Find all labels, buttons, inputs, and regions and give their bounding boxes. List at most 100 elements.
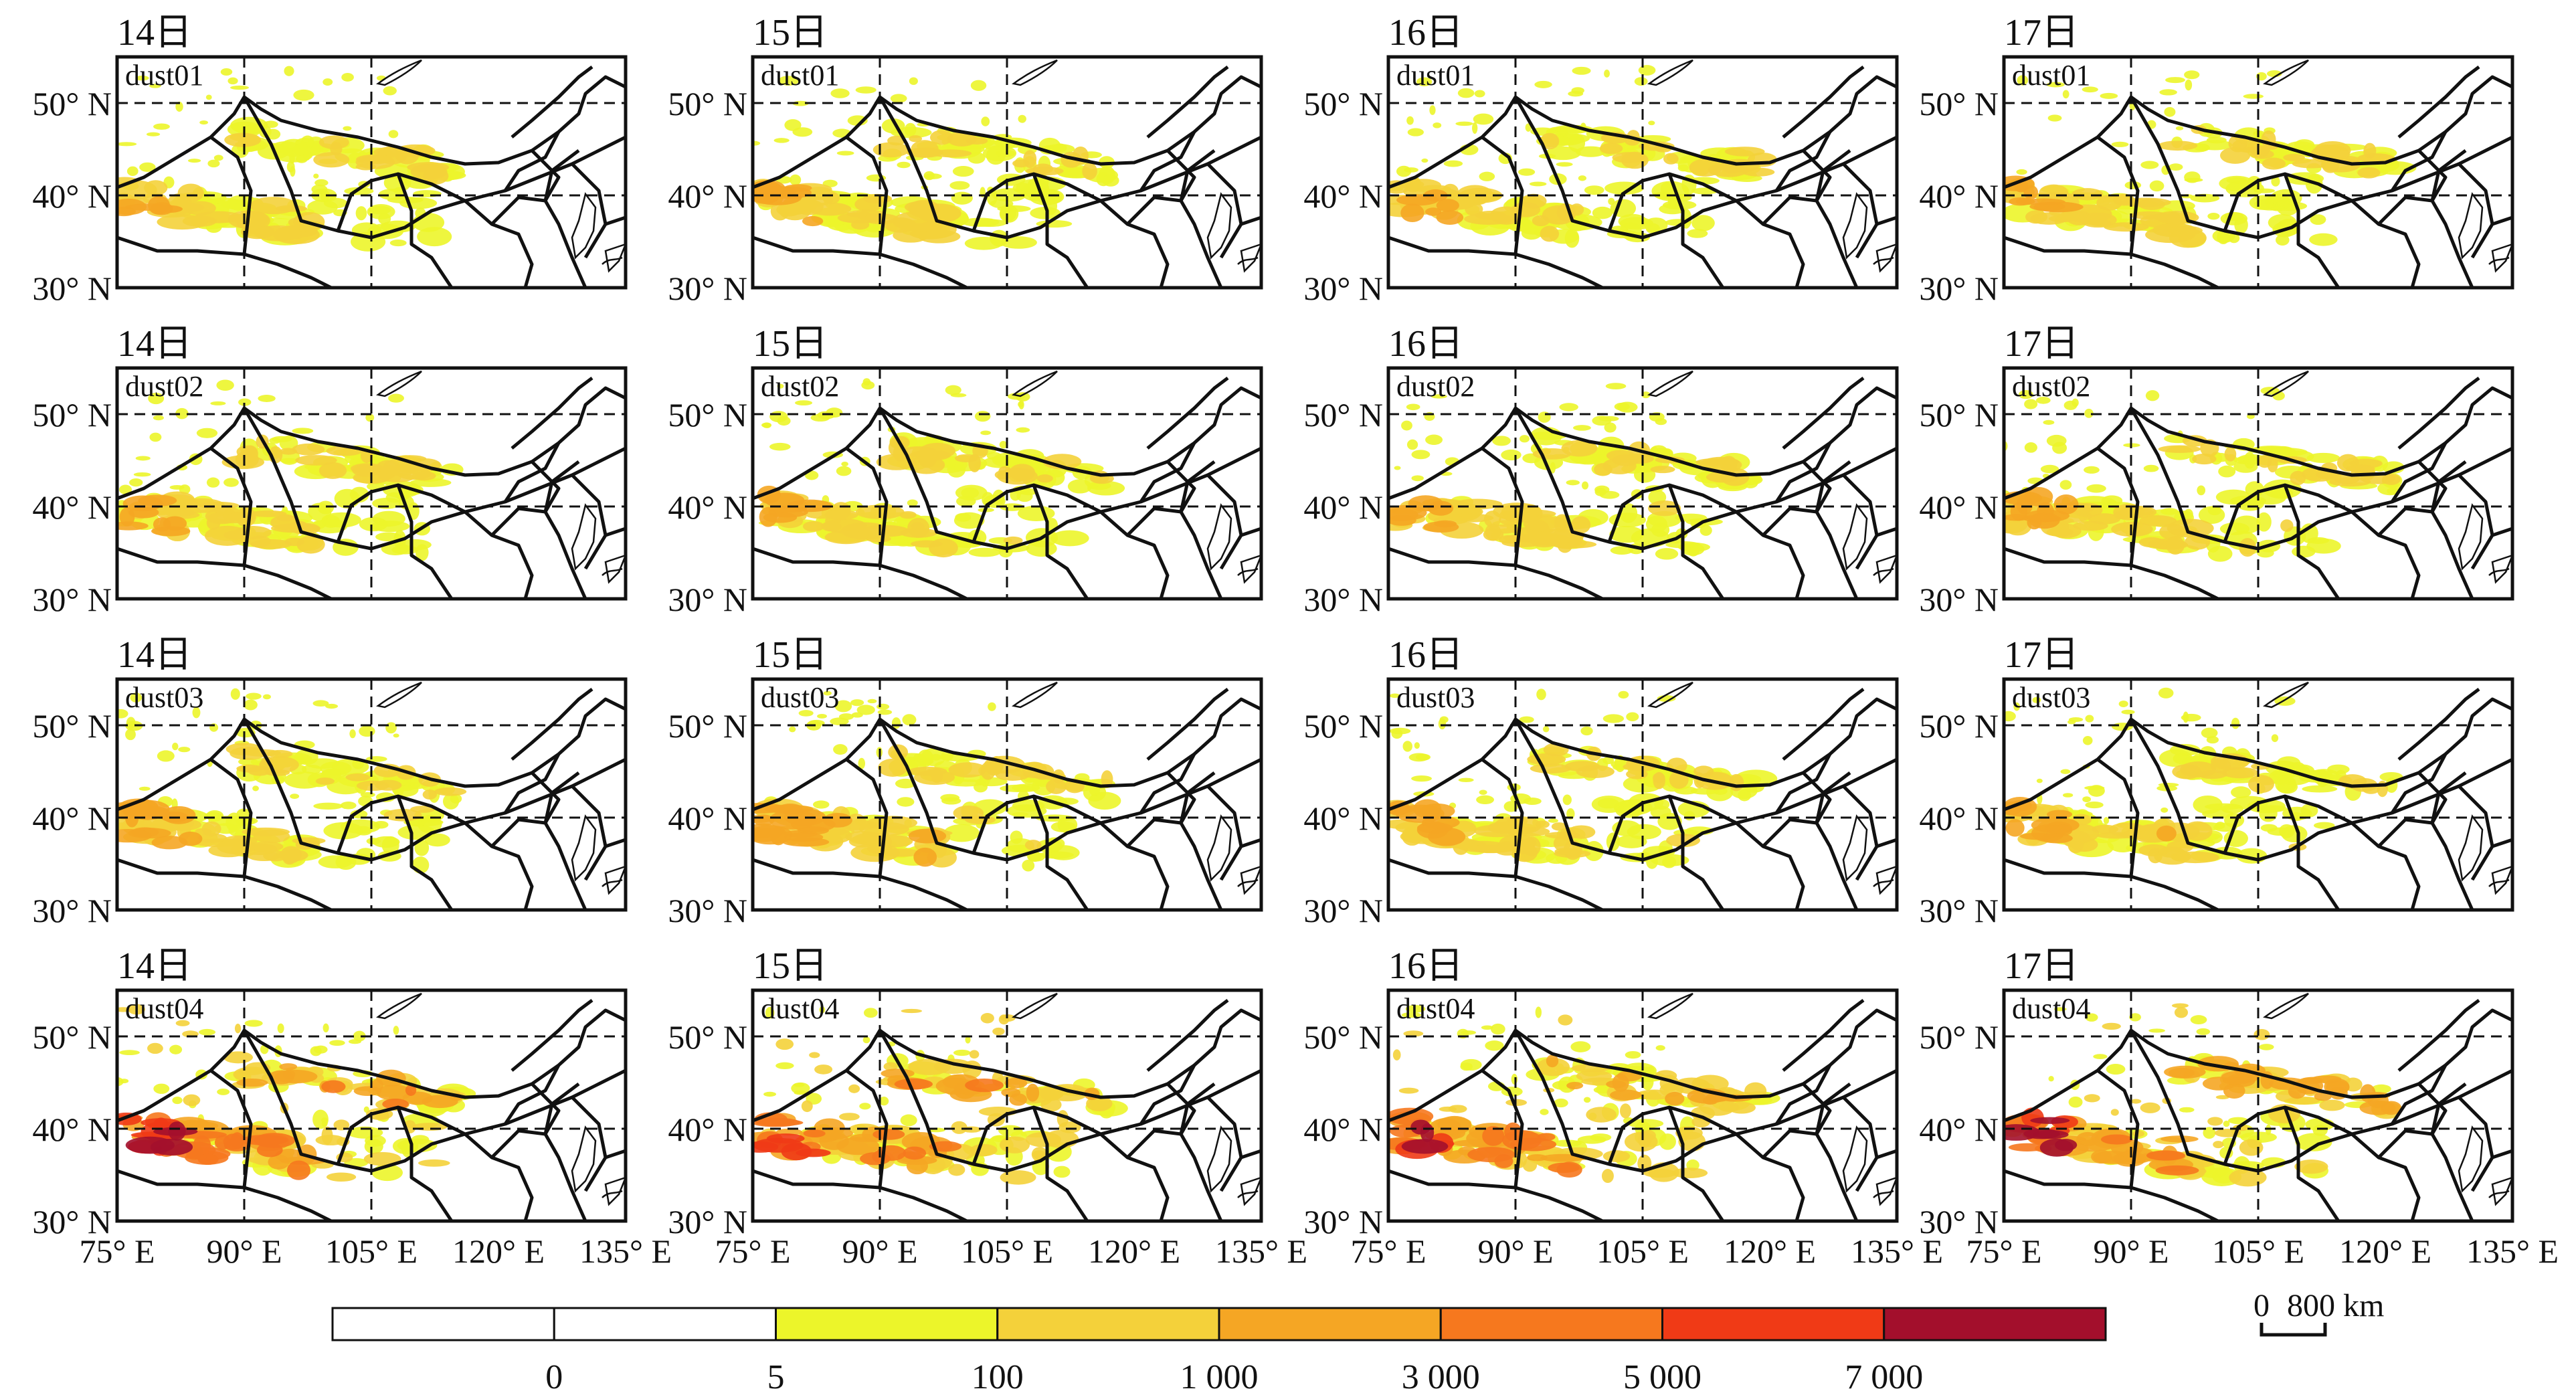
panel-frame bbox=[2002, 988, 2514, 1223]
species-label: dust04 bbox=[125, 992, 203, 1025]
lat-tick-label: 50° N bbox=[668, 707, 747, 745]
day-label: 16日 bbox=[1388, 323, 1463, 365]
lat-tick-label: 40° N bbox=[668, 800, 747, 837]
dust-field bbox=[753, 76, 1119, 250]
lon-tick-label: 105° E bbox=[325, 1232, 418, 1270]
map-panel-dust01-day2: dust01 bbox=[1386, 55, 1899, 290]
panel-frame bbox=[115, 366, 628, 601]
lon-tick-label: 120° E bbox=[1088, 1232, 1180, 1270]
map-panel-dust01-day0: dust01 bbox=[115, 55, 628, 290]
panel-frame bbox=[751, 55, 1263, 290]
lat-tick-label: 40° N bbox=[32, 177, 112, 215]
colorbar: 0 5 100 1 000 3 000 5 000 7 000 bbox=[331, 1307, 2107, 1393]
lat-tick-label: 40° N bbox=[1919, 1111, 1999, 1148]
map-panel-dust04-day0: dust04 bbox=[115, 988, 628, 1223]
map-panel-dust04-day1: dust04 bbox=[751, 988, 1263, 1223]
lat-tick-label: 30° N bbox=[1919, 581, 1999, 618]
map-panel-dust03-day2: dust03 bbox=[1386, 677, 1899, 912]
lat-tick-label: 40° N bbox=[1303, 1111, 1383, 1148]
lat-tick-label: 50° N bbox=[1919, 396, 1999, 434]
lat-tick-label: 40° N bbox=[1303, 177, 1383, 215]
lon-tick-label: 90° E bbox=[1477, 1232, 1553, 1270]
day-label: 17日 bbox=[2004, 634, 2079, 676]
colorbar-segment bbox=[996, 1307, 1220, 1341]
lat-tick-label: 40° N bbox=[32, 488, 112, 526]
lon-tick-label: 135° E bbox=[1215, 1232, 1307, 1270]
lat-tick-label: 30° N bbox=[1303, 270, 1383, 307]
colorbar-tick-label: 0 bbox=[545, 1358, 563, 1393]
panel-frame bbox=[2002, 677, 2514, 912]
dust-field bbox=[757, 378, 1125, 558]
lat-tick-label: 30° N bbox=[32, 270, 112, 307]
map-panel-dust03-day1: dust03 bbox=[751, 677, 1263, 912]
lon-tick-label: 135° E bbox=[2466, 1232, 2559, 1270]
panel-frame bbox=[115, 677, 628, 912]
map-panel-dust02-day3: dust02 bbox=[2002, 366, 2514, 601]
lon-tick-label: 135° E bbox=[579, 1232, 672, 1270]
lat-tick-label: 30° N bbox=[32, 892, 112, 929]
lat-tick-label: 30° N bbox=[32, 1203, 112, 1240]
lat-tick-label: 50° N bbox=[32, 85, 112, 122]
lat-tick-label: 30° N bbox=[1303, 581, 1383, 618]
species-label: dust03 bbox=[761, 681, 839, 714]
lat-tick-label: 50° N bbox=[1303, 707, 1383, 745]
panel-frame bbox=[115, 988, 628, 1223]
lat-tick-label: 40° N bbox=[668, 488, 747, 526]
species-label: dust01 bbox=[125, 59, 203, 92]
day-label: 14日 bbox=[117, 945, 192, 987]
panel-frame bbox=[751, 677, 1263, 912]
lat-tick-label: 50° N bbox=[32, 396, 112, 434]
colorbar-segment bbox=[1661, 1307, 1885, 1341]
colorbar-segment bbox=[1883, 1307, 2107, 1341]
species-label: dust02 bbox=[1396, 370, 1475, 403]
colorbar-tick-label: 100 bbox=[972, 1358, 1024, 1393]
lat-tick-label: 40° N bbox=[32, 800, 112, 837]
lon-tick-label: 135° E bbox=[1851, 1232, 1943, 1270]
map-panel-dust04-day3: dust04 bbox=[2002, 988, 2514, 1223]
species-label: dust03 bbox=[2012, 681, 2090, 714]
colorbar-segment bbox=[1218, 1307, 1442, 1341]
day-label: 17日 bbox=[2004, 323, 2079, 365]
lat-tick-label: 30° N bbox=[668, 581, 747, 618]
lat-tick-label: 50° N bbox=[32, 1018, 112, 1056]
scale-bar-start-label: 0 bbox=[2253, 1288, 2270, 1323]
lat-tick-label: 40° N bbox=[1919, 488, 1999, 526]
species-label: dust01 bbox=[2012, 59, 2090, 92]
lon-tick-label: 120° E bbox=[452, 1232, 545, 1270]
colorbar-segment bbox=[331, 1307, 555, 1341]
species-label: dust01 bbox=[1396, 59, 1475, 92]
map-panel-dust02-day2: dust02 bbox=[1386, 366, 1899, 601]
lat-tick-label: 30° N bbox=[1303, 1203, 1383, 1240]
scale-bar-line bbox=[2260, 1323, 2327, 1337]
panel-frame bbox=[1386, 55, 1899, 290]
day-label: 17日 bbox=[2004, 12, 2079, 54]
lat-tick-label: 50° N bbox=[1919, 1018, 1999, 1056]
lat-tick-label: 30° N bbox=[1919, 270, 1999, 307]
species-label: dust02 bbox=[2012, 370, 2090, 403]
scale-bar: 0 800 km bbox=[2253, 1288, 2384, 1337]
lon-tick-label: 75° E bbox=[715, 1232, 790, 1270]
lon-tick-label: 105° E bbox=[1596, 1232, 1689, 1270]
lat-tick-label: 50° N bbox=[1303, 85, 1383, 122]
lat-tick-label: 50° N bbox=[668, 396, 747, 434]
panel-frame bbox=[751, 988, 1263, 1223]
colorbar-tick-label: 7 000 bbox=[1845, 1358, 1923, 1393]
panel-frame bbox=[1386, 988, 1899, 1223]
colorbar-tick-label: 3 000 bbox=[1402, 1358, 1480, 1393]
day-label: 16日 bbox=[1388, 634, 1463, 676]
lat-tick-label: 50° N bbox=[668, 85, 747, 122]
lat-tick-label: 30° N bbox=[1919, 1203, 1999, 1240]
panel-frame bbox=[2002, 366, 2514, 601]
day-label: 17日 bbox=[2004, 945, 2079, 987]
panel-frame bbox=[1386, 677, 1899, 912]
lat-tick-label: 30° N bbox=[668, 270, 747, 307]
colorbar-segment bbox=[1439, 1307, 1663, 1341]
dust-field bbox=[2004, 1003, 2403, 1187]
lat-tick-label: 30° N bbox=[1303, 892, 1383, 929]
day-label: 14日 bbox=[117, 323, 192, 365]
lat-tick-label: 30° N bbox=[668, 1203, 747, 1240]
panel-frame bbox=[2002, 55, 2514, 290]
lat-tick-label: 50° N bbox=[1303, 1018, 1383, 1056]
